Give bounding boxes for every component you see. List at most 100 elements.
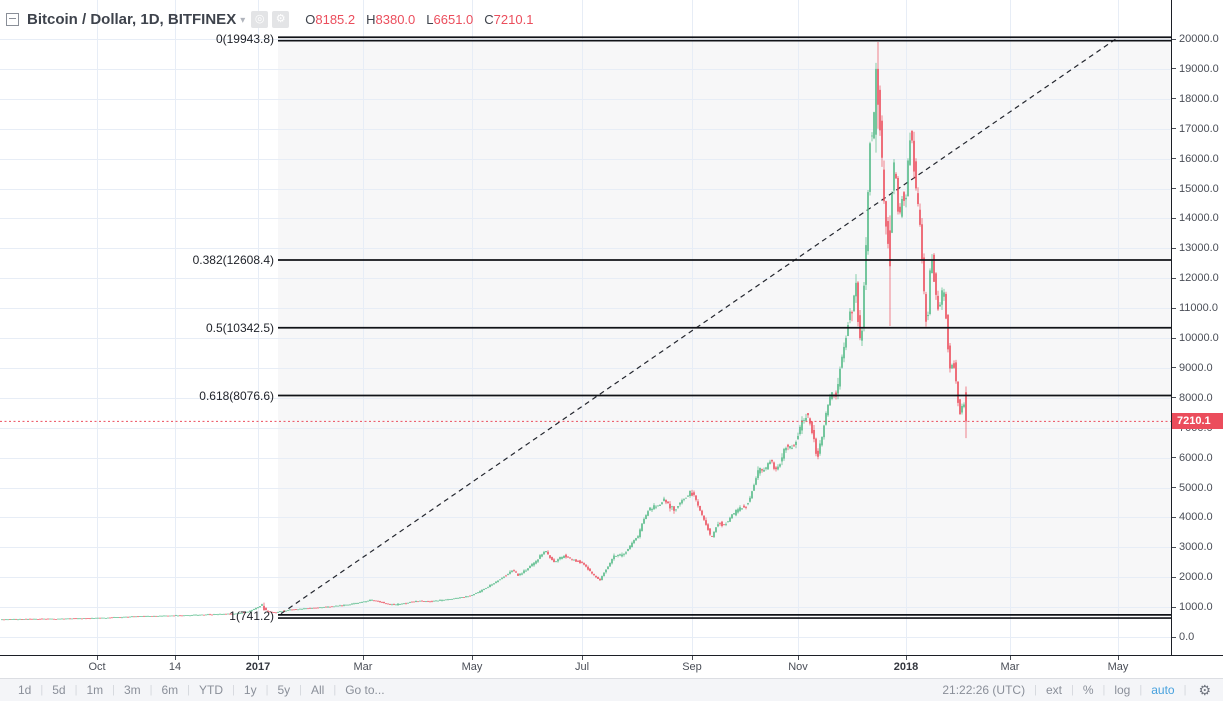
chevron-down-icon[interactable]: ▾ bbox=[240, 14, 246, 26]
tick-mark bbox=[1172, 128, 1176, 130]
tick-mark bbox=[1172, 307, 1176, 309]
separator: | bbox=[1139, 684, 1143, 696]
price-axis[interactable]: 0.0 1000.0 2000.0 3000.0 4000.0 5000.0 6000.0 7… bbox=[1171, 0, 1223, 655]
price-axis-tick: 9000.0 bbox=[1172, 362, 1213, 374]
price-axis-tick: 15000.0 bbox=[1172, 183, 1219, 195]
gear-icon[interactable]: ⚙ bbox=[1198, 681, 1211, 698]
price-axis-tick: 1000.0 bbox=[1172, 601, 1213, 613]
ohlc-low: L6651.0 bbox=[426, 11, 474, 27]
time-axis-tickmark bbox=[1118, 656, 1119, 660]
toggle-visibility-icon[interactable]: ◎ bbox=[251, 10, 269, 28]
range-buttons: 1d | 5d | 1m | 3m | 6m | YTD | 1y | 5y | All | Go to... bbox=[12, 683, 391, 697]
separator: | bbox=[333, 684, 337, 696]
clock: 21:22:26 (UTC) bbox=[942, 683, 1026, 697]
time-axis-tickmark bbox=[175, 656, 176, 660]
price-axis-tick: 0.0 bbox=[1172, 631, 1194, 643]
collapse-legend-icon[interactable] bbox=[6, 12, 19, 26]
time-axis-label: 14 bbox=[168, 661, 182, 673]
separator: | bbox=[74, 684, 78, 696]
price-label: 19000.0 bbox=[1179, 62, 1219, 75]
range-button-all[interactable]: All bbox=[310, 683, 325, 697]
tick-mark bbox=[1172, 247, 1176, 249]
range-button-6m[interactable]: 6m bbox=[161, 683, 179, 697]
separator: | bbox=[1034, 684, 1037, 696]
tick-mark bbox=[1172, 337, 1176, 339]
price-label: 9000.0 bbox=[1179, 361, 1213, 374]
price-axis-tick: 5000.0 bbox=[1172, 482, 1213, 494]
time-axis-tickmark bbox=[906, 656, 907, 660]
tick-mark bbox=[1172, 158, 1176, 160]
range-button-go-to[interactable]: Go to... bbox=[345, 683, 385, 697]
range-button-1d[interactable]: 1d bbox=[18, 683, 32, 697]
separator: | bbox=[149, 684, 153, 696]
price-label: 0.0 bbox=[1179, 631, 1195, 643]
candlestick-chart[interactable] bbox=[0, 0, 1171, 655]
price-label: 15000.0 bbox=[1179, 182, 1219, 195]
mode-button-log[interactable]: log bbox=[1114, 683, 1131, 697]
range-button-5y[interactable]: 5y bbox=[277, 683, 291, 697]
tick-mark bbox=[1172, 636, 1176, 638]
ohlc-close: C7210.1 bbox=[484, 11, 534, 27]
separator: | bbox=[40, 684, 44, 696]
price-label: 11000.0 bbox=[1179, 302, 1218, 315]
price-label: 5000.0 bbox=[1179, 481, 1213, 494]
range-button-1y[interactable]: 1y bbox=[243, 683, 257, 697]
time-axis-label: May bbox=[461, 661, 483, 673]
tick-mark bbox=[1172, 98, 1176, 100]
time-axis-label: Mar bbox=[1000, 661, 1020, 673]
price-label: 20000.0 bbox=[1179, 33, 1219, 45]
price-label: 16000.0 bbox=[1179, 152, 1219, 165]
tick-mark bbox=[1172, 367, 1176, 369]
time-axis-label: 2018 bbox=[893, 661, 919, 673]
price-label: 10000.0 bbox=[1179, 332, 1219, 344]
tick-mark bbox=[1172, 68, 1176, 70]
tick-mark bbox=[1172, 277, 1176, 279]
fib-level-label[interactable]: 0.618(8076.6) bbox=[199, 388, 274, 403]
price-axis-tick: 4000.0 bbox=[1172, 511, 1213, 523]
fib-level-label[interactable]: 0.5(10342.5) bbox=[205, 320, 274, 335]
price-label: 12000.0 bbox=[1179, 272, 1219, 285]
time-axis-label: Nov bbox=[788, 661, 808, 673]
ohlc-high: H8380.0 bbox=[366, 11, 416, 27]
tick-mark bbox=[1172, 38, 1176, 40]
fib-level-label[interactable]: 0(19943.8) bbox=[215, 31, 274, 46]
time-axis-tickmark bbox=[692, 656, 693, 660]
mode-button-auto[interactable]: auto bbox=[1151, 683, 1175, 697]
time-axis-tickmark bbox=[363, 656, 364, 660]
series-settings-icon[interactable]: ⚙ bbox=[272, 10, 290, 28]
range-button-ytd[interactable]: YTD bbox=[199, 683, 224, 697]
price-axis-tick: 16000.0 bbox=[1172, 153, 1219, 165]
tick-mark bbox=[1172, 487, 1176, 488]
tick-mark bbox=[1172, 606, 1176, 608]
price-axis-tick: 12000.0 bbox=[1172, 272, 1219, 284]
tick-mark bbox=[1172, 516, 1176, 518]
price-label: 1000.0 bbox=[1179, 601, 1213, 614]
mode-button-ext[interactable]: ext bbox=[1045, 683, 1062, 697]
fib-level-label[interactable]: 0.382(12608.4) bbox=[192, 253, 274, 267]
toolbar-right: 21:22:26 (UTC) | ext |% | log | auto | ⚙ bbox=[942, 682, 1211, 699]
last-price-badge: 7210.1 bbox=[1172, 413, 1223, 430]
range-button-5d[interactable]: 5d bbox=[52, 683, 66, 697]
time-axis-tickmark bbox=[472, 656, 473, 660]
fib-level-label[interactable]: 1(741.2) bbox=[229, 609, 274, 624]
price-label: 14000.0 bbox=[1179, 212, 1219, 225]
mode-button-percent[interactable]: % bbox=[1082, 683, 1094, 697]
bottom-toolbar: 1d | 5d | 1m | 3m | 6m | YTD | 1y | 5y | All | Go to... 21… bbox=[0, 678, 1223, 701]
tick-mark bbox=[1172, 457, 1176, 459]
price-axis-tick: 14000.0 bbox=[1172, 212, 1219, 224]
price-axis-tick: 17000.0 bbox=[1172, 123, 1219, 135]
time-axis-label: Oct bbox=[88, 661, 106, 673]
separator: | bbox=[1183, 684, 1187, 696]
symbol-title[interactable]: Bitcoin / Dollar, 1D, BITFINEX bbox=[27, 10, 237, 28]
separator: | bbox=[299, 684, 302, 696]
range-button-3m[interactable]: 3m bbox=[123, 683, 141, 697]
price-axis-tick: 18000.0 bbox=[1172, 93, 1219, 105]
chart-plot-area[interactable]: 0(19943.8) 0.382(12608.4) 0.5(10342.5) 0.61… bbox=[0, 0, 1171, 655]
range-button-1m[interactable]: 1m bbox=[86, 683, 104, 697]
price-label: 8000.0 bbox=[1179, 391, 1213, 404]
price-label: 2000.0 bbox=[1179, 571, 1213, 584]
tick-mark bbox=[1172, 546, 1176, 548]
price-axis-tick: 13000.0 bbox=[1172, 242, 1219, 254]
time-axis[interactable]: Oct 14 2017 Mar May Jul Sep Nov 2018 Mar May bbox=[0, 655, 1223, 678]
